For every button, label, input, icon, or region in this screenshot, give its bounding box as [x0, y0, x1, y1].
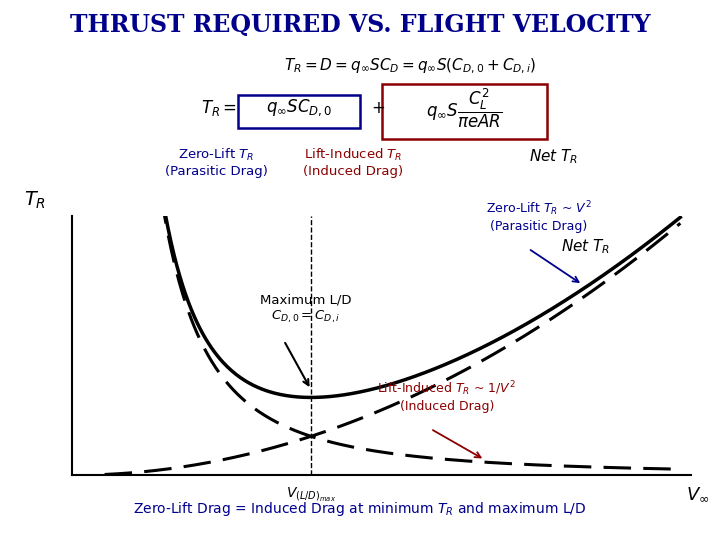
Text: Lift-Induced $T_R$ ~ $1/V^2$
(Induced Drag): Lift-Induced $T_R$ ~ $1/V^2$ (Induced Dr…	[377, 380, 516, 413]
Text: Zero-Lift $T_R$
(Parasitic Drag): Zero-Lift $T_R$ (Parasitic Drag)	[165, 147, 267, 178]
Text: Net $T_R$: Net $T_R$	[529, 147, 578, 166]
Text: $T_R$: $T_R$	[24, 190, 46, 211]
Text: Maximum L/D
$C_{D,0} = C_{D,i}$: Maximum L/D $C_{D,0} = C_{D,i}$	[260, 293, 351, 325]
Text: $q_{\infty}S\dfrac{C_L^2}{\pi e AR}$: $q_{\infty}S\dfrac{C_L^2}{\pi e AR}$	[426, 86, 503, 130]
Text: Zero-Lift $T_R$ ~ $V^2$
(Parasitic Drag): Zero-Lift $T_R$ ~ $V^2$ (Parasitic Drag)	[486, 199, 592, 233]
Text: Zero-Lift Drag = Induced Drag at minimum $T_R$ and maximum L/D: Zero-Lift Drag = Induced Drag at minimum…	[133, 501, 587, 518]
Text: $V_{(L/D)_{max}}$: $V_{(L/D)_{max}}$	[286, 485, 336, 504]
Text: THRUST REQUIRED VS. FLIGHT VELOCITY: THRUST REQUIRED VS. FLIGHT VELOCITY	[70, 14, 650, 37]
Text: $T_R = $: $T_R = $	[202, 98, 238, 118]
Text: Lift-Induced $T_R$
(Induced Drag): Lift-Induced $T_R$ (Induced Drag)	[302, 147, 403, 178]
Text: $T_R = D = q_{\infty}SC_D = q_{\infty}S\left(C_{D,0} + C_{D,i}\right)$: $T_R = D = q_{\infty}SC_D = q_{\infty}S\…	[284, 57, 536, 76]
Text: Net $T_R$: Net $T_R$	[561, 238, 610, 256]
Text: $+$: $+$	[371, 99, 385, 117]
Text: $q_{\infty}SC_{D,0}$: $q_{\infty}SC_{D,0}$	[266, 98, 332, 118]
Text: $V_{\infty}$: $V_{\infty}$	[685, 485, 709, 504]
